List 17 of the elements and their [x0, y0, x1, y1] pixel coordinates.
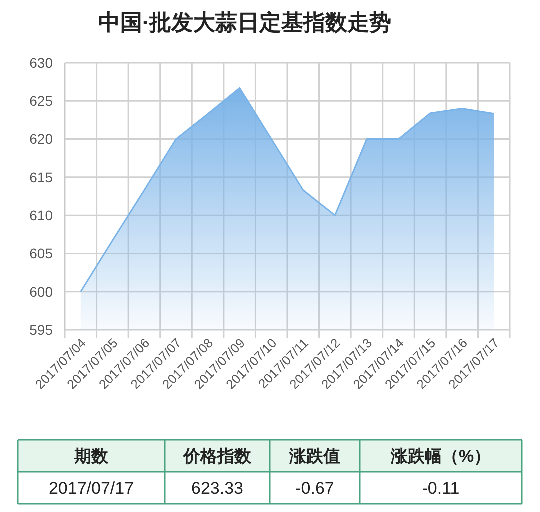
text: 期数	[74, 446, 110, 466]
text: 623.33	[192, 478, 244, 498]
chart-title: 中国·批发大蒜日定基指数走势	[98, 10, 392, 35]
text: -0.11	[422, 478, 460, 498]
y-tick-label: 625	[30, 93, 54, 110]
text: -0.67	[296, 478, 334, 498]
text: 涨跌值	[288, 446, 340, 466]
y-tick-label: 610	[30, 207, 54, 224]
y-tick-label: 630	[30, 54, 54, 71]
y-tick-label: 600	[30, 284, 54, 300]
y-tick-label: 595	[30, 322, 54, 338]
text: 2017/07/17	[48, 478, 134, 498]
y-tick-label: 615	[30, 169, 54, 186]
text: 价格指数	[182, 446, 252, 466]
text: 涨跌幅（%）	[390, 446, 492, 466]
y-tick-label: 620	[30, 131, 54, 148]
y-tick-label: 605	[30, 246, 54, 262]
